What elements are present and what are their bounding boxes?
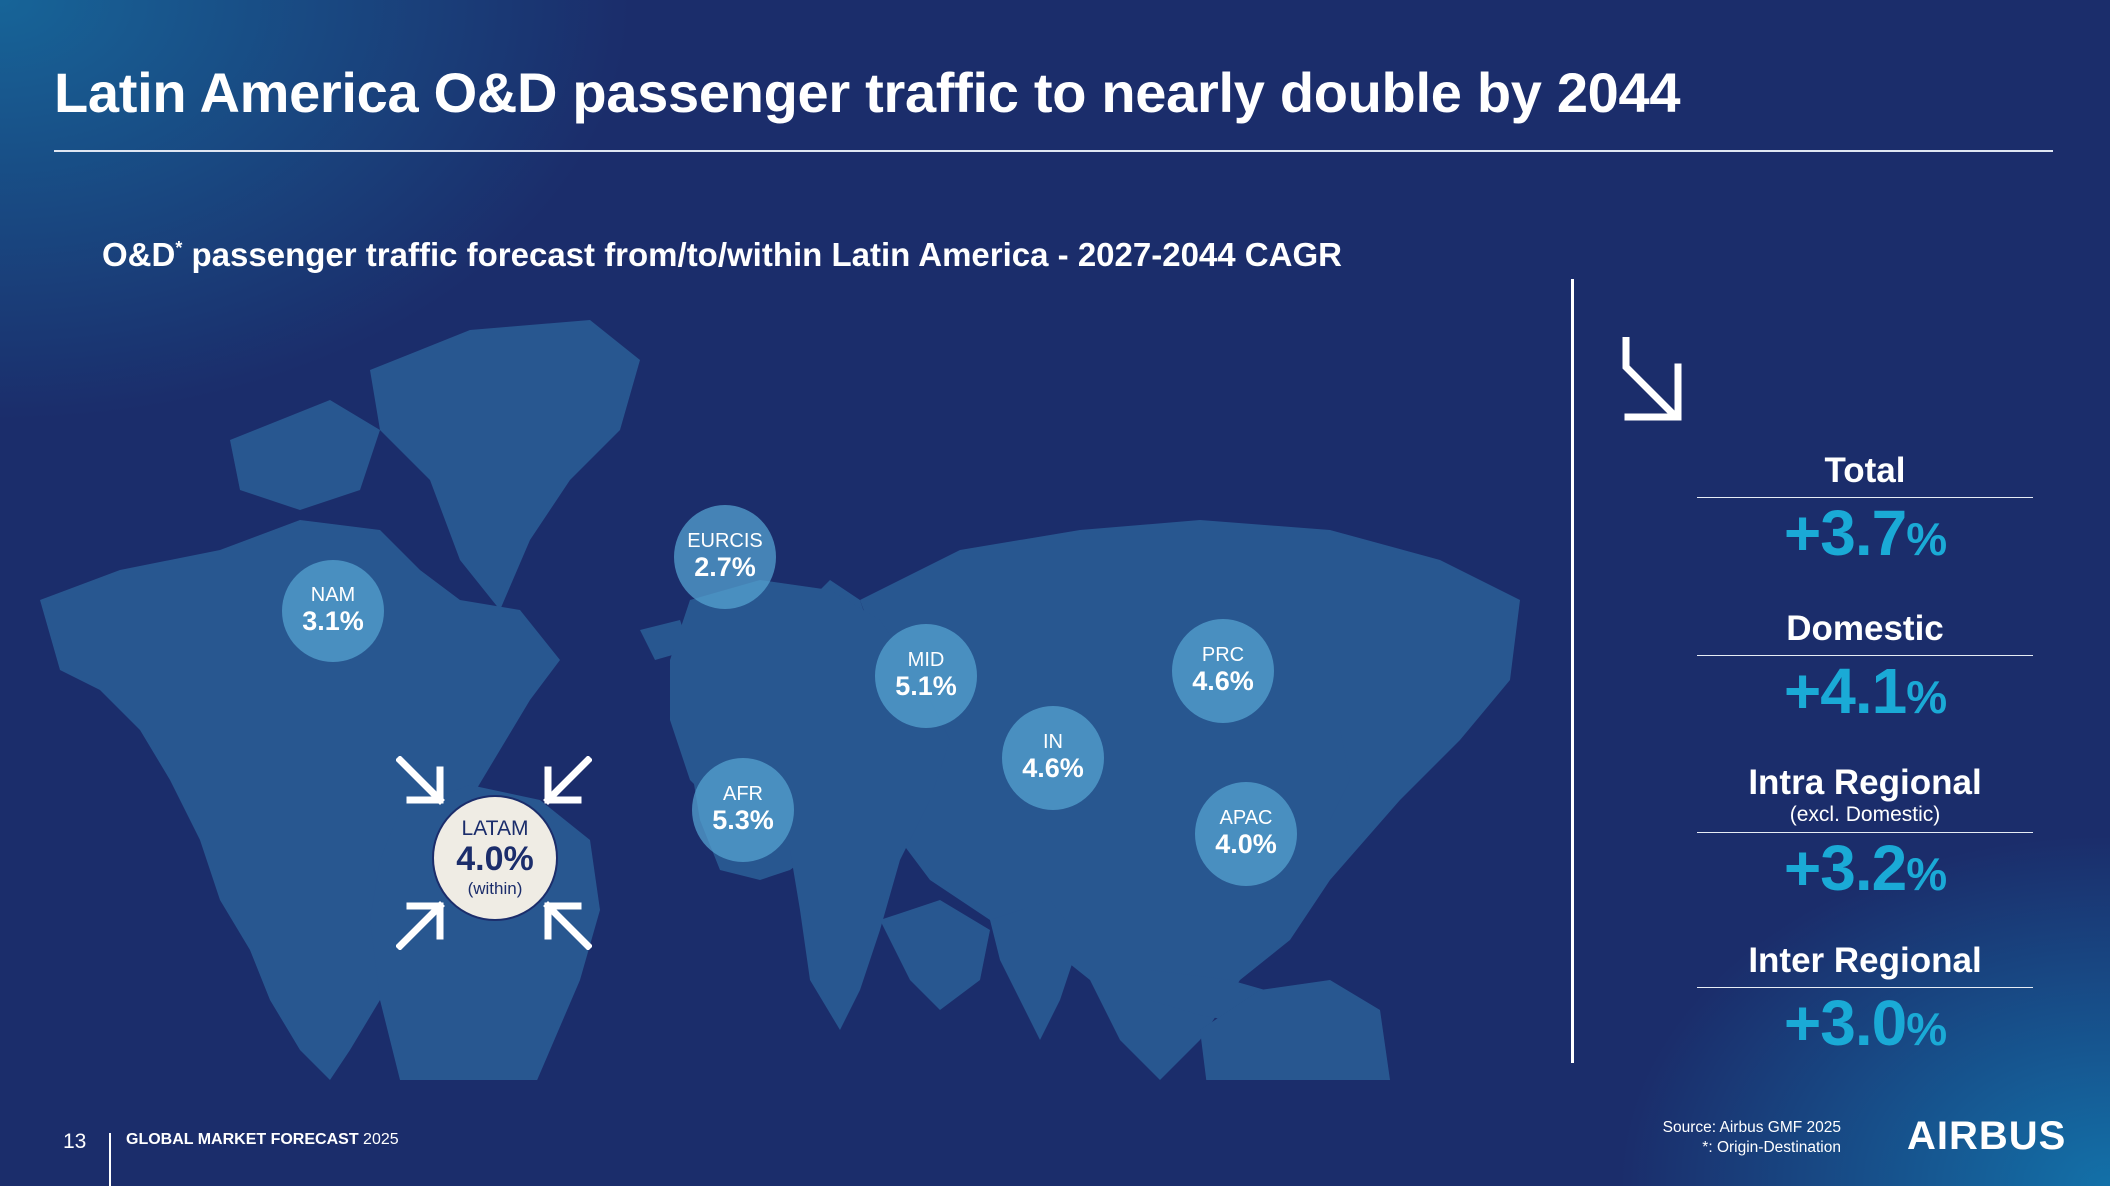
region-label: APAC [1219, 807, 1273, 830]
stat-sign: + [1783, 497, 1821, 569]
subtitle-asterisk: * [175, 238, 183, 258]
region-label: NAM [310, 584, 356, 607]
source-note: Source: Airbus GMF 2025 *: Origin-Destin… [1663, 1118, 1841, 1158]
stat-divider [1697, 496, 2033, 498]
stat-number: 4.1 [1820, 655, 1907, 727]
region-value: 4.0% [1215, 829, 1277, 860]
region-bubble-latam: LATAM 4.0% (within) [432, 795, 558, 921]
stat-divider [1697, 831, 2033, 834]
stat-sign: + [1783, 832, 1821, 905]
stat-unit: % [1906, 848, 1947, 901]
stat-divider [1697, 654, 2033, 656]
stat-inter-regional: Inter Regional +3.0% [1697, 941, 2033, 1059]
stat-unit: % [1906, 1003, 1947, 1055]
region-bubble-afr: AFR 5.3% [692, 758, 794, 862]
land-arabia [880, 900, 990, 1010]
region-bubble-eurcis: EURCIS 2.7% [674, 505, 776, 609]
chart-subtitle: O&D* passenger traffic forecast from/to/… [102, 236, 1342, 274]
page-title: Latin America O&D passenger traffic to n… [54, 61, 1681, 124]
region-label: IN [1043, 731, 1063, 754]
region-value: 5.3% [712, 805, 774, 836]
land-greenland [370, 320, 640, 610]
region-label: PRC [1201, 644, 1245, 667]
stat-divider [1697, 986, 2033, 988]
region-bubble-nam: NAM 3.1% [282, 560, 384, 662]
world-map [0, 280, 1560, 1080]
subtitle-rest: passenger traffic forecast from/to/withi… [182, 236, 1342, 273]
arrow-down-right-icon [1622, 337, 1682, 421]
land-japan [1315, 730, 1350, 820]
land-north-america [40, 520, 560, 1080]
footer-divider [109, 1133, 111, 1186]
stat-label: Inter Regional [1748, 941, 1982, 980]
region-value: 4.0% [456, 840, 534, 878]
stat-sublabel: (excl. Domestic) [1789, 802, 1941, 826]
source-text: Source: Airbus GMF 2025 [1662, 1119, 1841, 1136]
region-value: 4.6% [1022, 753, 1084, 784]
stat-unit: % [1906, 513, 1947, 565]
stat-number: 3.7 [1820, 497, 1907, 569]
stat-total: Total +3.7% [1697, 451, 2033, 569]
footer-doc-title: GLOBAL MARKET FORECAST 2025 [126, 1131, 399, 1149]
arrow-inward-top-right-icon [543, 756, 592, 805]
stat-value: +3.0% [1697, 987, 2033, 1059]
stat-label: Intra Regional [1748, 763, 1982, 802]
region-label: EURCIS [687, 530, 763, 553]
stat-number: 3.2 [1820, 832, 1907, 905]
footer-doc-year: 2025 [358, 1131, 399, 1148]
region-bubble-prc: PRC 4.6% [1172, 619, 1274, 723]
footnote-text: *: Origin-Destination [1702, 1139, 1841, 1157]
stat-unit: % [1906, 671, 1947, 723]
arrow-inward-bottom-right-icon [543, 901, 592, 950]
stat-label: Domestic [1786, 609, 1944, 648]
stat-sign: + [1783, 987, 1821, 1059]
stat-sign: + [1783, 655, 1821, 727]
stat-value: +4.1% [1697, 655, 2033, 727]
stat-label: Total [1824, 451, 1906, 490]
region-label: AFR [723, 783, 763, 806]
stat-number: 3.0 [1820, 987, 1907, 1059]
stat-intra-regional: Intra Regional (excl. Domestic) +3.2% [1697, 763, 2033, 905]
region-label: LATAM [461, 816, 529, 840]
region-value: 4.6% [1192, 666, 1254, 697]
stat-value: +3.2% [1697, 832, 2033, 905]
panel-divider [1571, 279, 1574, 1063]
region-value: 3.1% [302, 606, 364, 637]
arrow-inward-top-left-icon [396, 756, 445, 805]
airbus-logo: AIRBUS [1907, 1114, 2067, 1158]
region-note: (within) [467, 879, 523, 899]
subtitle-od: O&D [102, 236, 176, 273]
region-value: 5.1% [895, 671, 957, 702]
land-india [990, 900, 1080, 1040]
region-label: MID [907, 649, 945, 672]
region-value: 2.7% [694, 552, 756, 583]
land-australia [1200, 980, 1390, 1080]
stat-value: +3.7% [1697, 497, 2033, 569]
page-number: 13 [63, 1130, 87, 1153]
land-arctic-islands [230, 400, 380, 510]
title-divider [54, 150, 2053, 152]
stat-domestic: Domestic +4.1% [1697, 609, 2033, 727]
land-asia [860, 520, 1520, 1080]
arrow-inward-bottom-left-icon [396, 901, 445, 950]
region-bubble-in: IN 4.6% [1002, 706, 1104, 810]
world-map-land [40, 320, 1520, 1080]
region-bubble-mid: MID 5.1% [875, 624, 977, 728]
region-bubble-apac: APAC 4.0% [1195, 782, 1297, 886]
footer-doc-title-bold: GLOBAL MARKET FORECAST [126, 1131, 359, 1148]
